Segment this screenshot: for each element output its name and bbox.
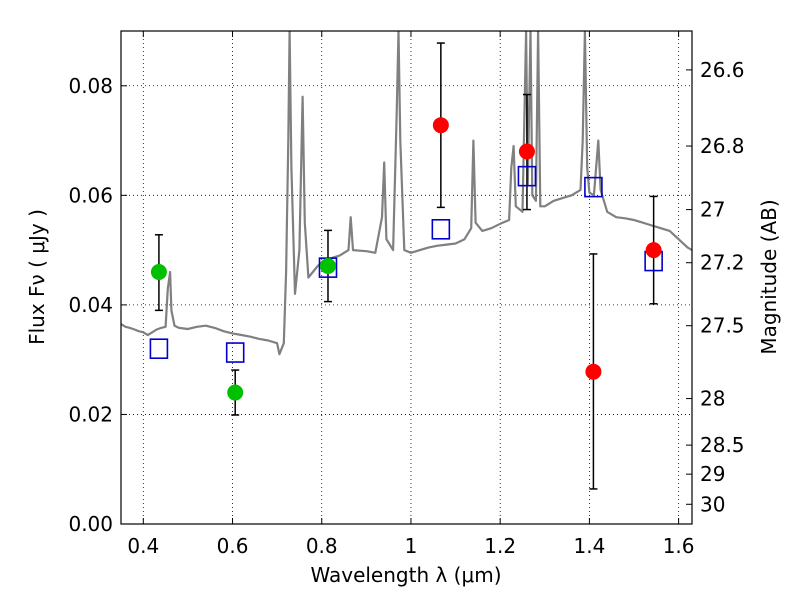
tick-labels: 0.4 0.6 0.8 1 1.2 1.4 1.6 0.00 0.02 0.04 0.06 0.08 2… [68, 58, 744, 558]
filled-circle-marker [319, 257, 336, 274]
x-tick-label: 0.6 [217, 534, 249, 558]
y-tick-label: 0.00 [68, 512, 113, 536]
data-markers [149, 117, 663, 401]
y-axis-label: Flux Fν ( μJy ) [25, 209, 49, 345]
filled-circle-marker [518, 143, 535, 160]
y-tick-label: 0.04 [68, 293, 113, 317]
right-tick-label: 30 [700, 492, 725, 516]
filled-circle-marker [150, 264, 167, 281]
x-tick-label: 1.4 [573, 534, 605, 558]
filled-circle-marker [227, 384, 244, 401]
plot-frame [120, 30, 693, 525]
filled-circle-marker [585, 363, 602, 380]
open-square-marker [431, 218, 451, 240]
y-tick-label: 0.08 [68, 74, 113, 98]
x-tick-label: 1 [405, 534, 418, 558]
y-axis-label-right: Magnitude (AB) [757, 199, 781, 354]
x-axis-label: Wavelength λ (μm) [310, 563, 501, 587]
right-tick-label: 27.5 [700, 314, 745, 338]
right-tick-label: 26.8 [700, 134, 745, 158]
y-tick-label: 0.02 [68, 402, 113, 426]
open-square-marker [149, 338, 169, 360]
y-tick-label: 0.06 [68, 183, 113, 207]
right-tick-label: 27 [700, 198, 725, 222]
right-tick-label: 28.5 [700, 433, 745, 457]
filled-circle-marker [645, 242, 662, 259]
open-square-marker [517, 165, 537, 187]
right-tick-label: 26.6 [700, 58, 745, 82]
x-tick-label: 1.6 [663, 534, 695, 558]
open-square-marker [225, 342, 245, 363]
spectrum-path [121, 31, 692, 356]
x-tick-label: 0.4 [127, 534, 159, 558]
filled-circle-marker [432, 117, 449, 134]
ticks [121, 31, 692, 525]
right-tick-label: 27.2 [700, 251, 745, 275]
open-square-marker [584, 176, 603, 198]
grid [121, 31, 692, 525]
right-tick-label: 28 [700, 387, 725, 411]
spectrum-line [121, 31, 692, 356]
x-tick-label: 1.2 [484, 534, 516, 558]
right-tick-label: 29 [700, 462, 725, 486]
x-tick-label: 0.8 [306, 534, 338, 558]
